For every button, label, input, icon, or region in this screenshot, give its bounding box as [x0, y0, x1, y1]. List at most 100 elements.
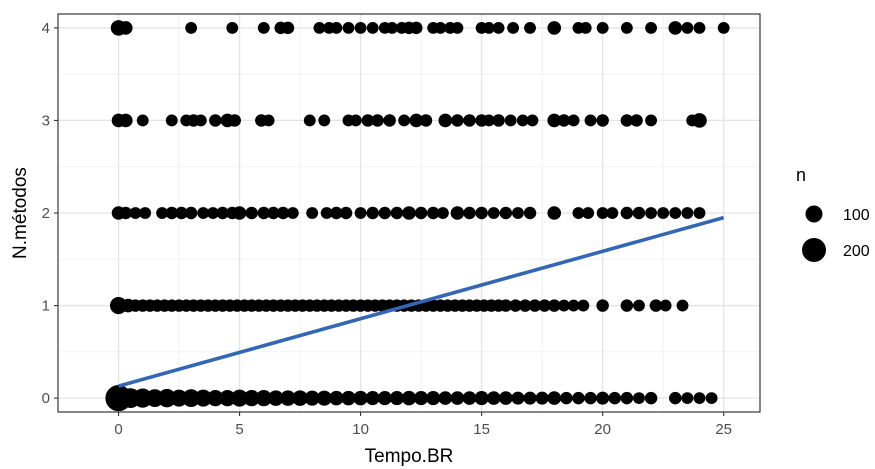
data-point [584, 114, 597, 127]
data-point [232, 206, 247, 220]
data-point [267, 206, 280, 220]
data-point [463, 206, 476, 220]
data-point [567, 114, 580, 127]
data-point [620, 21, 633, 34]
data-point [329, 390, 344, 406]
data-point [463, 114, 476, 127]
data-point [645, 21, 657, 34]
data-point [482, 21, 495, 34]
data-point [156, 207, 169, 219]
y-tick-label: 3 [42, 112, 50, 129]
x-tick-label: 15 [473, 421, 490, 438]
data-point [209, 114, 222, 127]
data-point [630, 114, 643, 127]
data-point [118, 113, 133, 128]
data-point [451, 114, 464, 127]
data-point [257, 206, 270, 220]
data-point [378, 206, 392, 220]
data-point [226, 21, 239, 34]
data-point [474, 391, 489, 406]
data-point [557, 114, 571, 127]
data-point [499, 206, 513, 220]
data-point [389, 391, 404, 406]
data-point [577, 299, 590, 312]
data-point [243, 389, 260, 407]
data-point [705, 392, 718, 405]
data-point [119, 206, 133, 220]
data-point [255, 389, 272, 407]
trend-line-group [118, 215, 725, 388]
data-point [165, 114, 178, 127]
data-point [342, 21, 355, 34]
data-point [377, 391, 392, 406]
data-point [303, 114, 316, 127]
y-tick-label: 0 [42, 390, 50, 407]
data-point [499, 299, 513, 312]
y-tick-label: 1 [42, 298, 50, 315]
data-point [596, 207, 609, 219]
data-point [523, 206, 537, 220]
data-point [693, 21, 706, 34]
data-point [349, 114, 362, 127]
data-point [136, 114, 149, 127]
data-point [693, 207, 706, 219]
data-point [216, 206, 229, 220]
data-point [492, 114, 505, 127]
data-point [633, 299, 645, 312]
data-point [426, 206, 440, 220]
data-point [649, 299, 663, 312]
data-point [409, 113, 424, 128]
data-point [365, 391, 380, 406]
data-point [584, 391, 597, 405]
x-tick-label: 5 [235, 421, 243, 438]
data-point [596, 299, 609, 312]
y-tick-label: 4 [42, 20, 50, 37]
data-point [185, 21, 198, 34]
data-point [262, 114, 275, 127]
data-point [518, 299, 532, 312]
data-point [657, 207, 670, 219]
data-point [354, 21, 367, 34]
data-point [398, 114, 411, 127]
data-point [547, 391, 562, 405]
data-point [341, 390, 356, 406]
data-point [353, 390, 368, 406]
data-point [462, 391, 477, 405]
data-point [620, 114, 634, 127]
x-tick-label: 25 [715, 421, 732, 438]
data-point [306, 207, 319, 219]
data-point [231, 389, 249, 407]
data-point [572, 207, 585, 219]
data-point [419, 114, 433, 127]
data-point [390, 206, 404, 220]
data-point [645, 207, 657, 219]
data-point [129, 207, 142, 219]
data-point [228, 114, 241, 127]
data-point [523, 391, 537, 405]
data-point [383, 114, 396, 127]
data-point [482, 114, 495, 127]
data-point [507, 21, 520, 34]
x-tick-label: 10 [352, 421, 369, 438]
data-point [245, 206, 258, 220]
data-point [567, 299, 580, 312]
data-point [659, 299, 672, 312]
data-point [528, 299, 542, 312]
x-axis-ticks: 0 5 10 15 20 25 [114, 412, 732, 438]
data-point [281, 21, 295, 35]
y-tick-label: 2 [42, 205, 50, 222]
data-point [371, 114, 384, 127]
x-tick-label: 0 [114, 421, 122, 438]
data-point [676, 299, 689, 312]
legend-key-200 [802, 238, 826, 262]
data-point [109, 297, 128, 315]
data-points [105, 20, 730, 412]
data-point [538, 299, 551, 312]
data-point [207, 207, 219, 219]
data-point [606, 207, 619, 219]
legend-label-200: 200 [843, 243, 870, 260]
data-point [579, 21, 592, 34]
data-point [669, 207, 682, 219]
data-point [596, 114, 609, 127]
